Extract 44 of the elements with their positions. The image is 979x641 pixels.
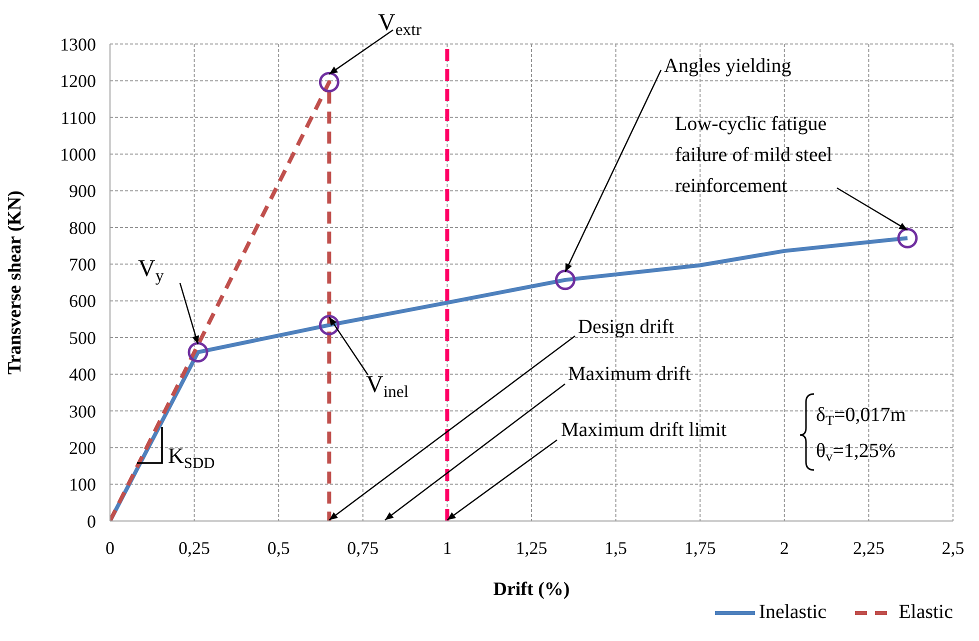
annotation: Low-cyclic fatigue failure of mild steel reinforcement [675,113,833,197]
y-tick-label: 1000 [60,144,96,164]
annotation: Maximum drift [568,363,692,385]
x-tick-label: 1,25 [516,538,548,558]
y-tick-label: 800 [69,218,96,238]
x-tick-label: 2,5 [942,538,964,558]
y-tick-label: 200 [69,438,96,458]
legend-label: Elastic [898,601,953,624]
annotation: θ$_{v}$=1,25% [816,440,896,466]
annotation: Design drift [578,316,675,338]
point [897,228,918,248]
annotation: V$_{extr}$ [378,10,422,40]
y-tick-label: 1200 [60,71,96,92]
x-tick-label: 0,5 [267,538,290,558]
y-tick-label: 400 [69,364,96,385]
y-tick-label: 700 [69,254,96,275]
point [554,270,576,290]
y-tick-label: 900 [69,181,96,202]
y-tick-label: 1100 [60,108,96,128]
annotation: V$_{inel}$ [366,372,409,402]
legend-label: Inelastic [758,601,827,624]
x-tick-label: 2 [780,538,789,558]
y-tick-label: 600 [69,291,96,312]
annotation: V$_{y}$ [138,256,164,286]
y-tick-label: 100 [69,474,96,495]
x-tick-label: 2,25 [852,538,884,558]
x-axis-title: Drift (%) [493,579,570,600]
y-tick-label: 300 [69,401,96,422]
point [188,342,208,362]
annotation: K$_{SDD}$ [168,443,215,472]
y-tick-label: 500 [69,328,96,348]
point [318,314,340,336]
annotation: δ$_{T}$=0,017m [816,404,906,430]
x-tick-label: 0,25 [178,538,210,558]
point [318,72,340,92]
x-tick-label: 0 [106,538,114,558]
x-tick-label: 1,75 [684,538,716,558]
annotation: Maximum drift limit [561,419,727,441]
x-tick-label: 1 [442,538,452,558]
x-tick-label: 1,5 [604,538,628,558]
y-tick-label: 1300 [60,34,96,54]
annotation: Angles yielding [664,55,792,77]
y-tick-label: 0 [87,511,96,532]
x-tick-label: 0,75 [347,538,379,558]
